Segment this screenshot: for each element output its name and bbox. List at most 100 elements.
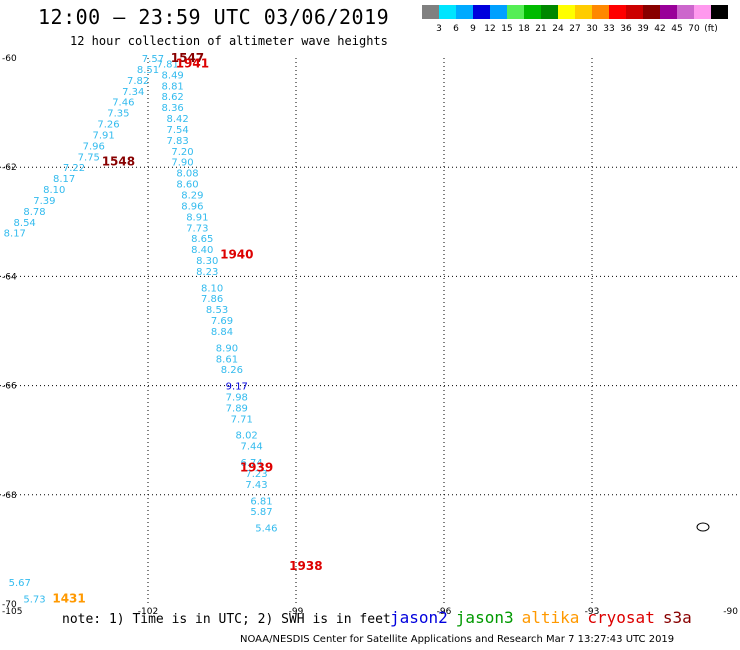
wave-height-value: 7.90 (171, 158, 193, 169)
colorbar-label: 36 (620, 24, 632, 34)
latitude-label: -66 (2, 382, 17, 392)
pass-time-label: 1547 (171, 51, 204, 65)
colorbar-swatch (524, 5, 541, 19)
wave-height-value: 8.42 (166, 114, 188, 125)
wave-height-value: 8.84 (211, 327, 233, 338)
wave-height-value: 7.44 (240, 442, 262, 453)
longitude-label: -90 (723, 607, 738, 617)
colorbar-swatch (609, 5, 626, 19)
wave-height-value: 8.62 (162, 92, 184, 103)
colorbar-label: 33 (603, 24, 614, 34)
legend-cryosat: cryosat (587, 608, 655, 627)
wave-height-value: 8.49 (162, 70, 184, 81)
longitude-label: -105 (2, 607, 22, 617)
colorbar-label: 15 (501, 24, 512, 34)
wave-height-value: 8.30 (196, 256, 218, 267)
colorbar-swatch (473, 5, 490, 19)
wave-height-value: 8.36 (162, 103, 184, 114)
longitude-label: -99 (289, 607, 304, 617)
colorbar-label: 6 (453, 24, 459, 34)
colorbar-swatch (507, 5, 524, 19)
colorbar-swatch (660, 5, 677, 19)
colorbar-label: 27 (569, 24, 580, 34)
colorbar-swatch (677, 5, 694, 19)
latitude-label: -70 (2, 600, 17, 610)
colorbar-label: 3 (436, 24, 442, 34)
colorbar-label: 12 (484, 24, 495, 34)
wave-height-value: 8.65 (191, 234, 213, 245)
wave-height-colorbar: 3 6 9 12 15 18 21 24 27 30 33 36 39 42 45 70 (ft) (422, 5, 728, 34)
latitude-label: -62 (2, 163, 17, 173)
wave-height-value: 5.73 (23, 595, 45, 606)
units-note: note: 1) Time is in UTC; 2) SWH is in fe… (62, 612, 391, 627)
colorbar-swatch (626, 5, 643, 19)
wave-height-value: 8.02 (236, 431, 258, 442)
wave-height-value: 8.78 (23, 207, 45, 218)
pass-time-label: 1548 (102, 155, 135, 169)
wave-height-value: 5.87 (250, 507, 272, 518)
wave-height-value: 7.86 (201, 294, 223, 305)
legend-jason3: jason3 (455, 608, 514, 627)
wave-height-value: 7.69 (211, 316, 233, 327)
wave-height-value: 7.23 (245, 469, 267, 480)
wave-height-value: 8.17 (4, 229, 26, 240)
wave-height-value: 8.23 (196, 267, 218, 278)
legend-s3a: s3a (662, 608, 692, 627)
colorbar-label: 21 (535, 24, 546, 34)
wave-height-value: 8.61 (216, 354, 238, 365)
wave-height-value: 7.43 (245, 480, 267, 491)
wave-height-value: 7.96 (83, 141, 105, 152)
colorbar-label: 30 (586, 24, 598, 34)
latitude-label: -68 (2, 491, 17, 501)
wave-height-value: 5.67 (9, 578, 31, 589)
wave-height-value: 7.57 (142, 54, 164, 65)
wave-height-value: 8.10 (43, 185, 65, 196)
wave-height-value: 7.35 (107, 109, 129, 120)
wave-height-value: 7.71 (231, 414, 253, 425)
colorbar-label: 24 (552, 24, 564, 34)
colorbar-swatch (439, 5, 456, 19)
colorbar-swatch (422, 5, 439, 19)
pass-time-label: 1431 (52, 592, 85, 606)
pass-time-label: 1939 (240, 461, 273, 475)
wave-height-value: 7.39 (33, 196, 55, 207)
wave-height-value: 5.46 (255, 524, 277, 535)
wave-height-value: 7.82 (127, 76, 149, 87)
wave-height-value: 7.54 (166, 125, 188, 136)
colorbar-swatch (558, 5, 575, 19)
latitude-label: -64 (2, 272, 17, 282)
colorbar-label: 45 (671, 24, 682, 34)
pass-time-label: 1941 (176, 56, 209, 70)
wave-height-value: 7.98 (226, 393, 248, 404)
credit-line: NOAA/NESDIS Center for Satellite Applica… (240, 634, 675, 645)
colorbar-swatch (694, 5, 711, 19)
colorbar-swatch (643, 5, 660, 19)
wave-height-value: 8.91 (186, 212, 208, 223)
colorbar-swatch (711, 5, 728, 19)
map-subtitle: 12 hour collection of altimeter wave hei… (70, 34, 388, 48)
colorbar-label: 39 (637, 24, 649, 34)
colorbar-label: 70 (688, 24, 700, 34)
pass-time-label: 1940 (220, 248, 253, 262)
wave-height-value: 6.81 (250, 496, 272, 507)
satellite-legend: jason2 jason3 altika cryosat s3a (390, 608, 700, 627)
wave-height-value: 7.89 (226, 403, 248, 414)
wave-height-value: 6.74 (240, 458, 262, 469)
wave-height-value: 7.26 (97, 120, 119, 131)
island-outline (696, 522, 710, 532)
wave-height-value: 8.54 (14, 218, 36, 229)
wave-height-value: 7.22 (63, 163, 85, 174)
latitude-label: -60 (2, 54, 17, 64)
colorbar-label: 18 (518, 24, 530, 34)
wave-height-value: 8.81 (162, 81, 184, 92)
colorbar-swatch (490, 5, 507, 19)
colorbar-swatch (541, 5, 558, 19)
wave-height-value: 7.34 (122, 87, 144, 98)
wave-height-value: 7.20 (171, 147, 193, 158)
wave-height-value: 8.96 (181, 201, 203, 212)
wave-height-value: 8.17 (53, 174, 75, 185)
colorbar-swatch (575, 5, 592, 19)
wave-height-value: 7.83 (166, 136, 188, 147)
colorbar-label: 42 (654, 24, 665, 34)
